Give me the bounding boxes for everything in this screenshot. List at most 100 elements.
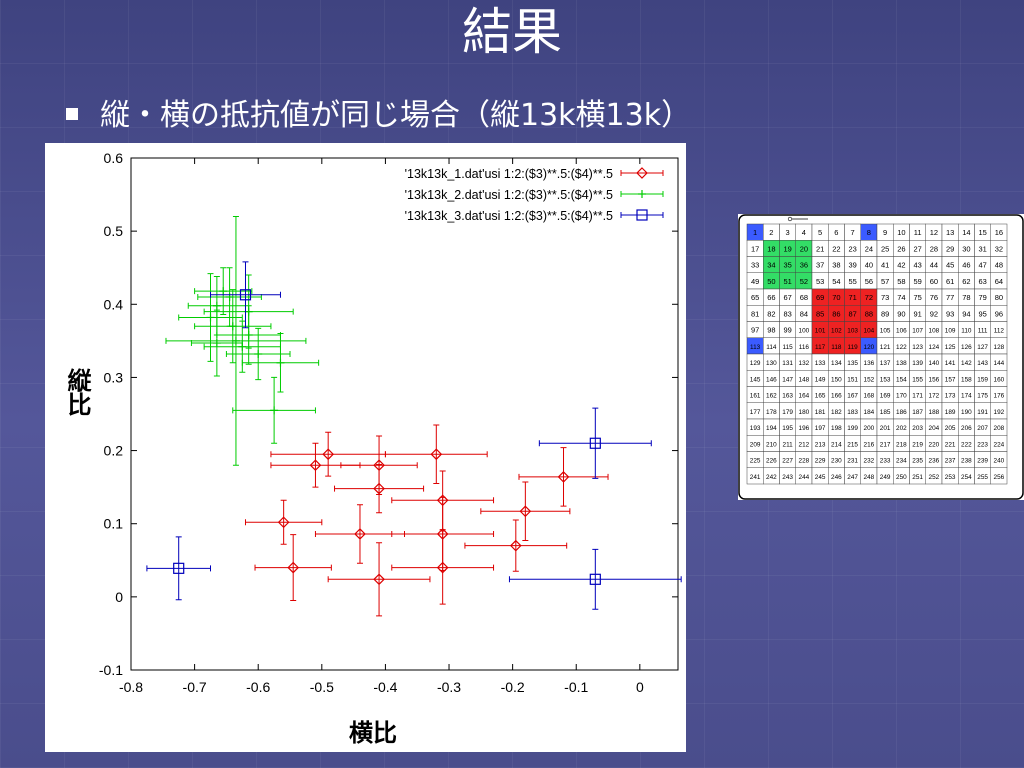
grid-cell: 186	[893, 402, 910, 420]
grid-cell: 223	[974, 435, 991, 452]
grid-cell: 179	[779, 402, 796, 420]
grid-cell-number: 120	[864, 344, 875, 351]
grid-cell-number: 246	[831, 474, 842, 481]
grid-cell: 135	[844, 353, 861, 371]
grid-cell: 131	[779, 353, 796, 371]
grid-cell-number: 186	[896, 409, 907, 416]
grid-cell-number: 59	[913, 277, 921, 286]
grid-cell-number: 51	[783, 277, 791, 286]
grid-cell-number: 253	[945, 474, 956, 481]
grid-cell: 150	[828, 370, 845, 387]
grid-cell: 250	[893, 467, 910, 485]
data-point	[165, 216, 307, 466]
grid-cell-number: 7	[851, 228, 855, 237]
grid-cell-number: 21	[816, 244, 824, 253]
grid-cell-number: 105	[880, 328, 891, 335]
grid-cell-number: 122	[896, 344, 907, 351]
x-tick-label: -0.4	[373, 679, 397, 695]
grid-cell: 216	[860, 435, 878, 452]
grid-cell: 62	[958, 272, 975, 290]
grid-cell-number: 223	[977, 441, 988, 448]
grid-cell-number: 241	[750, 474, 761, 481]
grid-cell: 201	[876, 418, 894, 436]
grid-cell: 159	[974, 370, 991, 387]
grid-cell-number: 174	[961, 393, 972, 400]
grid-cell-number: 103	[847, 328, 858, 335]
grid-cell: 175	[974, 386, 991, 403]
x-tick-label: -0.8	[119, 679, 143, 695]
grid-cell-number: 37	[816, 261, 824, 270]
grid-cell-number: 28	[930, 244, 938, 253]
grid-cell-number: 196	[799, 425, 810, 432]
grid-cell-number: 155	[912, 376, 923, 383]
grid-cell-number: 3	[786, 228, 790, 237]
grid-cell: 45	[941, 256, 959, 273]
plus-marker	[276, 358, 285, 367]
grid-cell: 46	[958, 256, 975, 273]
grid-cell-number: 20	[800, 244, 808, 253]
grid-cell: 196	[795, 418, 813, 436]
grid-cell: 211	[779, 435, 796, 452]
grid-cell-number: 86	[832, 309, 840, 318]
plot-frame	[130, 157, 679, 671]
grid-cell: 5	[811, 223, 829, 241]
grid-cell-number: 79	[978, 293, 986, 302]
grid-cell-number: 141	[945, 360, 956, 367]
grid-cell: 140	[925, 353, 943, 371]
grid-cell: 144	[990, 353, 1008, 371]
grid-cell-number: 92	[930, 309, 938, 318]
grid-cell: 13	[941, 223, 959, 241]
grid-cell-number: 152	[864, 376, 875, 383]
grid-cell-number: 61	[946, 277, 954, 286]
grid-cell-number: 137	[880, 360, 891, 367]
plus-marker	[212, 301, 221, 310]
grid-cell-number: 166	[831, 393, 842, 400]
grid-cell: 87	[844, 305, 861, 322]
data-point	[464, 519, 568, 572]
grid-cell-number: 169	[880, 393, 891, 400]
diamond-marker	[309, 459, 322, 472]
grid-cell-number: 249	[880, 474, 891, 481]
grid-cell-number: 213	[815, 441, 826, 448]
grid-cell-number: 146	[766, 376, 777, 383]
grid-cell-number: 161	[750, 393, 761, 400]
diamond-marker	[430, 448, 443, 461]
square-marker	[239, 289, 252, 301]
grid-cell-number: 115	[783, 344, 794, 351]
square-marker	[589, 573, 601, 585]
grid-cell: 172	[925, 386, 943, 403]
grid-cell: 133	[811, 353, 829, 371]
y-tick-label: 0.3	[104, 369, 124, 385]
grid-cell: 119	[844, 337, 861, 355]
y-error-bar	[560, 447, 567, 507]
grid-cell-number: 39	[848, 261, 856, 270]
data-point	[210, 261, 281, 329]
y-error-bar	[512, 519, 519, 572]
plus-marker	[212, 339, 221, 348]
grid-cell: 37	[811, 256, 829, 273]
grid-cell-number: 78	[962, 293, 970, 302]
grid-cell-number: 248	[864, 474, 875, 481]
grid-cell-number: 5	[818, 228, 822, 237]
grid-cell: 9	[876, 223, 894, 241]
y-error-bar	[312, 442, 319, 488]
grid-cell: 68	[795, 288, 813, 306]
grid-cell: 161	[746, 386, 764, 403]
grid-cell: 52	[795, 272, 813, 290]
legend-label: '13k13k_3.dat'usi 1:2:($3)**.5:($4)**.5	[405, 209, 613, 223]
grid-cell: 81	[746, 305, 764, 322]
grid-cell: 181	[811, 402, 829, 420]
grid-cell-number: 132	[799, 360, 810, 367]
grid-cell-number: 215	[847, 441, 858, 448]
grid-cell: 218	[893, 435, 910, 452]
grid-cell: 66	[763, 288, 780, 306]
grid-cell-number: 9	[883, 228, 887, 237]
grid-cell: 101	[811, 321, 829, 338]
grid-cell-number: 113	[750, 344, 761, 351]
grid-cell: 255	[974, 467, 991, 485]
grid-cell-number: 84	[800, 309, 808, 318]
grid-cell-number: 111	[978, 328, 988, 335]
grid-cell: 77	[941, 288, 959, 306]
y-tick-label: 0.5	[104, 223, 124, 239]
x-tick-label: -0.1	[564, 679, 588, 695]
